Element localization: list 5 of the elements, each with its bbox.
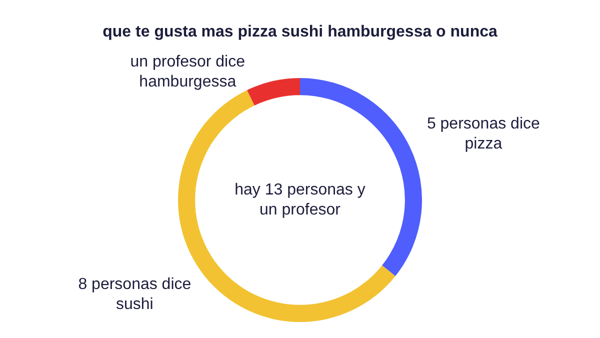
slice-label: 5 personas dice pizza (426, 115, 540, 152)
text: hay 13 personas y un profesor (234, 181, 366, 218)
chart-title: que te gusta mas pizza sushi hamburgessa o nunca (102, 23, 498, 40)
slice-label: un profesor dice hamburgessa (130, 53, 246, 90)
slice-label: 8 personas dice sushi (78, 276, 192, 314)
